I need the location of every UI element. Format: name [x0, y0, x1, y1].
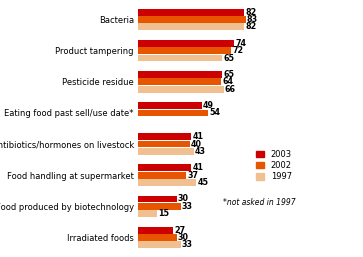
- Text: 43: 43: [195, 147, 206, 156]
- Text: 15: 15: [159, 209, 170, 218]
- Bar: [138, 227, 173, 234]
- Bar: [138, 102, 201, 109]
- Bar: [138, 179, 196, 186]
- Bar: [138, 78, 221, 85]
- Text: 82: 82: [245, 8, 257, 17]
- Text: 41: 41: [192, 132, 203, 141]
- Bar: [138, 241, 181, 248]
- Bar: [138, 40, 234, 47]
- Text: 45: 45: [197, 178, 208, 187]
- Text: 83: 83: [247, 15, 258, 24]
- Text: 65: 65: [223, 53, 234, 62]
- Text: 66: 66: [225, 85, 236, 94]
- Text: 30: 30: [178, 195, 189, 204]
- Text: *not asked in 1997: *not asked in 1997: [223, 198, 296, 207]
- Bar: [138, 172, 186, 179]
- Bar: [138, 148, 194, 155]
- Text: 82: 82: [245, 22, 257, 31]
- Text: 37: 37: [187, 171, 198, 180]
- Bar: [138, 210, 158, 217]
- Text: 27: 27: [174, 226, 185, 235]
- Text: 54: 54: [209, 108, 220, 117]
- Text: 30: 30: [178, 233, 189, 242]
- Bar: [138, 47, 232, 54]
- Bar: [138, 203, 181, 210]
- Bar: [138, 109, 208, 116]
- Bar: [138, 234, 177, 241]
- Text: 41: 41: [192, 163, 203, 172]
- Bar: [138, 196, 177, 203]
- Text: 65: 65: [223, 70, 234, 79]
- Text: 64: 64: [222, 77, 233, 86]
- Text: 33: 33: [182, 240, 193, 249]
- Text: 49: 49: [203, 101, 214, 110]
- Bar: [138, 141, 190, 148]
- Text: 72: 72: [233, 46, 244, 55]
- Bar: [138, 23, 244, 30]
- Bar: [138, 9, 244, 16]
- Bar: [138, 16, 246, 23]
- Legend: 2003, 2002, 1997: 2003, 2002, 1997: [256, 150, 292, 181]
- Text: 40: 40: [191, 140, 202, 149]
- Bar: [138, 71, 223, 78]
- Bar: [138, 133, 191, 140]
- Text: 74: 74: [235, 39, 246, 48]
- Bar: [138, 164, 191, 171]
- Bar: [138, 86, 224, 93]
- Bar: [138, 54, 223, 61]
- Text: 33: 33: [182, 202, 193, 211]
